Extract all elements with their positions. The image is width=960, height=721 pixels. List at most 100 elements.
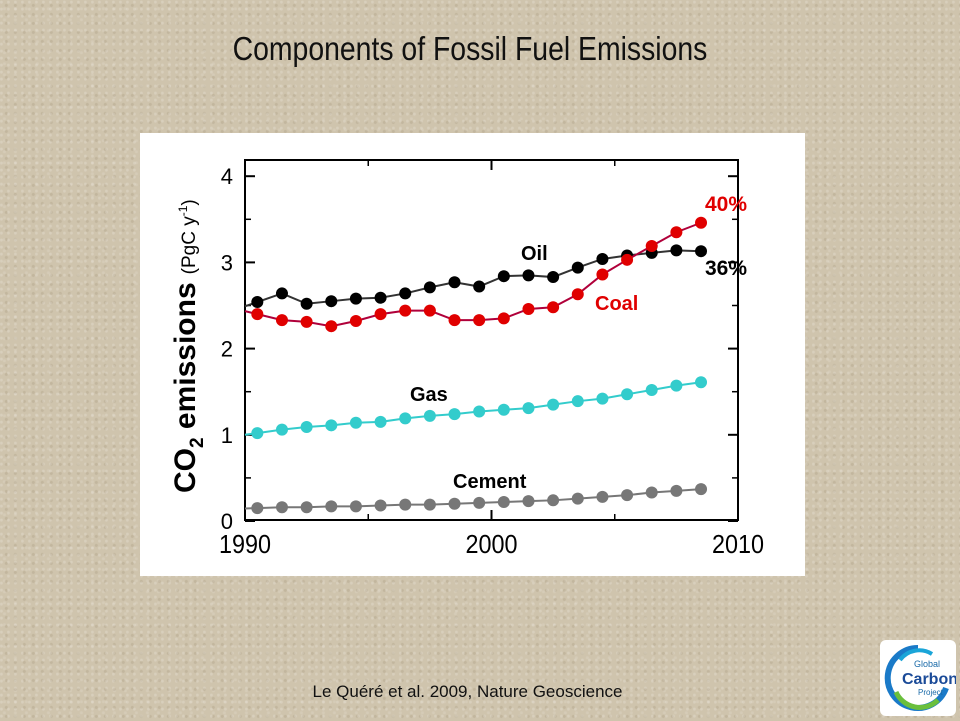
coal-point bbox=[325, 320, 338, 333]
chart-axes: 0 1 2 3 4 1990 2000 2010 CO2 emissions (PgC y-1) bbox=[169, 159, 764, 559]
gas-point bbox=[275, 423, 288, 436]
logo-mark: Global Carbon Project bbox=[884, 644, 958, 711]
cement-point bbox=[423, 498, 436, 511]
gas-point bbox=[325, 419, 338, 432]
coal-point bbox=[645, 240, 658, 253]
logo-line1: Global bbox=[914, 659, 940, 669]
oil-point bbox=[547, 271, 560, 284]
gas-point bbox=[522, 402, 535, 415]
cement-point bbox=[275, 501, 288, 514]
coal-point bbox=[596, 268, 609, 281]
cement-point bbox=[645, 486, 658, 499]
y-axis-label-unit-close: ) bbox=[179, 199, 200, 205]
gas-point bbox=[251, 427, 264, 440]
y-axis-label: CO2 emissions (PgC y-1) bbox=[169, 199, 208, 493]
gas-point bbox=[473, 405, 486, 418]
y-axis-label-unit-exp: -1 bbox=[176, 205, 190, 216]
plot-frame bbox=[244, 159, 739, 521]
cement-point bbox=[522, 495, 535, 508]
oil-point bbox=[251, 296, 264, 309]
cement-point bbox=[448, 497, 461, 510]
y-tick-label: 3 bbox=[221, 250, 233, 275]
coal-point bbox=[497, 312, 510, 325]
oil-point bbox=[596, 252, 609, 265]
cement-point bbox=[571, 492, 584, 505]
coal-point bbox=[621, 253, 634, 266]
citation: Le Quéré et al. 2009, Nature Geoscience bbox=[312, 682, 623, 701]
oil-point bbox=[325, 295, 338, 308]
coal-point bbox=[300, 315, 313, 328]
slide-title: Components of Fossil Fuel Emissions bbox=[232, 30, 708, 67]
oil-point bbox=[275, 287, 288, 300]
logo-line3: Project bbox=[918, 688, 944, 697]
coal-point bbox=[251, 308, 264, 321]
gas-series-line bbox=[244, 381, 702, 436]
logo-line2: Carbon bbox=[902, 671, 956, 688]
oil-share-annotation: 36% bbox=[705, 257, 747, 280]
gas-point bbox=[547, 398, 560, 411]
coal-point bbox=[399, 304, 412, 317]
x-tick-label: 1990 bbox=[219, 531, 271, 559]
cement-point bbox=[349, 500, 362, 513]
oil-point bbox=[374, 291, 387, 304]
gas-point bbox=[571, 395, 584, 408]
gas-point bbox=[621, 388, 634, 401]
cement-point bbox=[325, 500, 338, 513]
coal-point bbox=[547, 301, 560, 314]
y-axis-label-unit: (PgC y bbox=[179, 216, 200, 275]
coal-point bbox=[473, 314, 486, 327]
cement-point bbox=[374, 499, 387, 512]
y-tick-label: 1 bbox=[221, 423, 233, 448]
coal-point bbox=[448, 314, 461, 327]
oil-point bbox=[399, 287, 412, 300]
oil-point bbox=[473, 280, 486, 293]
oil-label: Oil bbox=[521, 243, 548, 265]
y-tick-label: 0 bbox=[221, 509, 233, 534]
chart-panel: 0 1 2 3 4 1990 2000 2010 CO2 emissions(PgC y-1) … bbox=[140, 133, 805, 576]
oil-point bbox=[522, 269, 535, 282]
chart-labels: Oil 36% Coal 40% Gas Cement bbox=[410, 193, 747, 493]
cement-label: Cement bbox=[453, 471, 527, 493]
gas-point bbox=[423, 409, 436, 422]
coal-share-annotation: 40% bbox=[705, 193, 747, 216]
gas-point bbox=[300, 421, 313, 434]
cement-point bbox=[497, 496, 510, 509]
x-tick-label: 2000 bbox=[465, 531, 517, 559]
cement-point bbox=[695, 483, 708, 496]
gas-point bbox=[596, 392, 609, 405]
coal-point bbox=[423, 304, 436, 317]
coal-point bbox=[695, 216, 708, 229]
coal-point bbox=[349, 315, 362, 328]
coal-point bbox=[275, 314, 288, 327]
coal-point bbox=[522, 302, 535, 315]
y-axis-label-emissions: emissions bbox=[169, 282, 202, 437]
oil-point bbox=[349, 292, 362, 305]
gas-point bbox=[670, 379, 683, 392]
oil-point bbox=[423, 281, 436, 294]
coal-label: Coal bbox=[595, 293, 638, 315]
y-axis-label-co: CO bbox=[169, 448, 202, 493]
gas-label: Gas bbox=[410, 384, 448, 406]
cement-point bbox=[670, 484, 683, 497]
cement-point bbox=[473, 496, 486, 509]
gas-point bbox=[399, 412, 412, 425]
coal-point bbox=[670, 226, 683, 239]
oil-point bbox=[300, 297, 313, 310]
cement-point bbox=[300, 501, 313, 514]
cement-point bbox=[621, 489, 634, 502]
coal-point bbox=[571, 288, 584, 301]
gas-point bbox=[645, 383, 658, 396]
oil-point bbox=[448, 276, 461, 289]
gas-point bbox=[695, 376, 708, 389]
x-tick-label: 2010 bbox=[712, 531, 764, 559]
y-axis-label-subscript: 2 bbox=[187, 437, 208, 448]
oil-point bbox=[695, 245, 708, 258]
y-tick-label: 4 bbox=[221, 164, 233, 189]
oil-point bbox=[497, 270, 510, 283]
cement-point bbox=[399, 498, 412, 511]
cement-point bbox=[547, 494, 560, 507]
cement-point bbox=[596, 490, 609, 503]
cement-point bbox=[251, 502, 264, 515]
coal-point bbox=[374, 308, 387, 321]
oil-point bbox=[670, 244, 683, 257]
